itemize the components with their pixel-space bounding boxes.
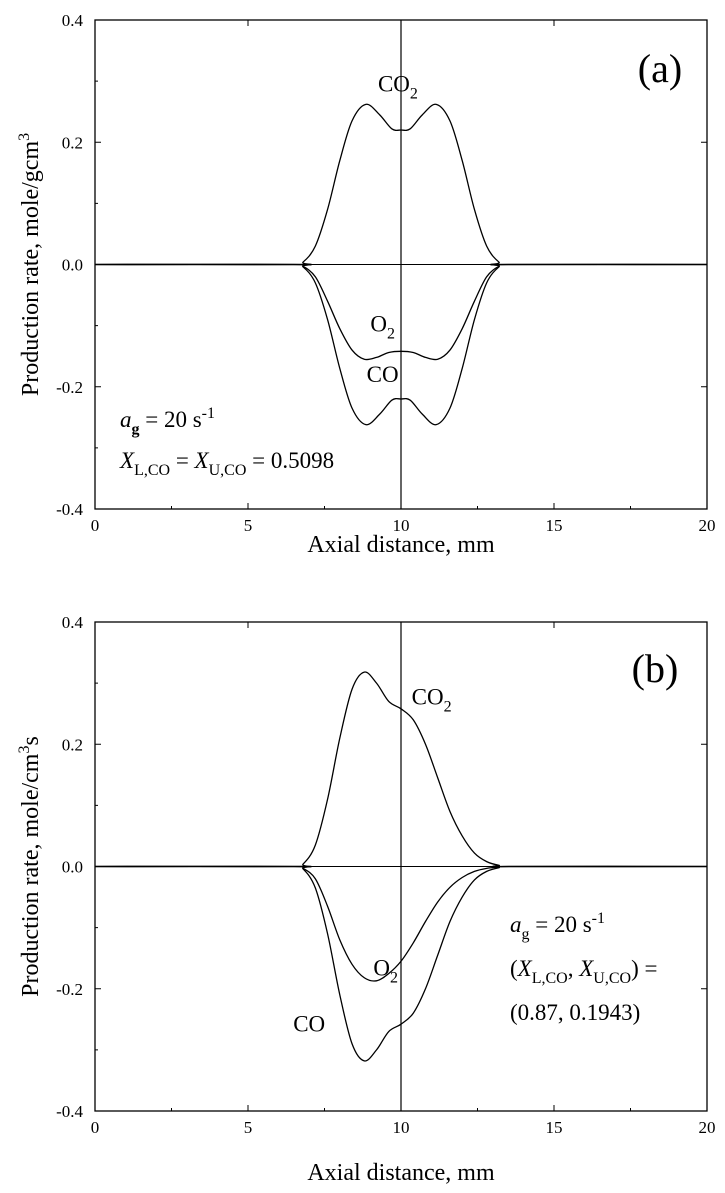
curve-label-sub: 2 [387,326,395,343]
annotation-line: XL,CO = XU,CO = 0.5098 [119,448,334,479]
curve-label-base: CO [378,72,410,97]
y-axis-title-text: Production rate, mole/gcm [18,141,44,397]
x-tick-label: 20 [699,1118,716,1137]
x-tick-label: 0 [91,1118,100,1137]
curve-label: O2 [373,955,398,986]
curve-label: O2 [370,312,395,343]
annotation-part: ( [510,956,518,981]
series-line-co [94,865,708,1062]
annotation-line: (0.87, 0.1943) [510,1000,640,1025]
curve-label-base: CO [412,685,444,710]
series-line-o2 [94,263,708,361]
y-tick-label: 0.0 [62,858,83,877]
annotation-part: U,CO [209,462,247,479]
annotation-part: X [578,956,594,981]
curve-label-base: CO [367,362,399,387]
curve-label-base: CO [293,1012,325,1037]
curve-label-base: O [373,955,390,980]
y-axis-title-sup: 3 [16,746,33,754]
annotation-line: (XL,CO, XU,CO) = [510,956,657,987]
annotation-part: a [120,407,132,432]
series-line-co2 [94,103,708,266]
annotation-part: -1 [202,405,215,422]
panel-a-chart: 0 5 10 15 20 -0.4 -0.2 0.0 0.2 0.4 Axial distance,… [16,11,716,558]
y-tick-label: -0.4 [56,500,83,519]
y-tick-label: -0.2 [56,980,83,999]
annotation-line: ag = 20 s-1 [120,405,215,438]
y-axis-title-sup: 3 [16,133,33,141]
curve-label-sub: 2 [444,699,452,716]
panel-b-chart: 0 5 10 15 20 -0.4 -0.2 0.0 0.2 0.4 Axial distance,… [16,613,716,1186]
x-axis-title: Axial distance, mm [307,532,495,558]
annotation-part: = 20 s [140,407,202,432]
annotation-part: X [194,448,210,473]
y-tick-label: 0.0 [62,256,83,275]
series-line-co2 [94,671,708,868]
curve-label: CO2 [378,72,418,103]
panel-label: (b) [632,646,679,691]
x-tick-label: 0 [91,516,100,535]
series-line-co [94,263,708,426]
annotation-part: (0.87, 0.1943) [510,1000,640,1025]
annotation-part: g [132,421,140,438]
annotation-part: ) = [631,956,657,981]
x-axis-title: Axial distance, mm [307,1160,495,1186]
x-tick-label: 5 [244,1118,253,1137]
annotation-part: L,CO [134,462,170,479]
annotation-part: = [170,448,194,473]
x-tick-label: 15 [546,1118,563,1137]
curve-label: CO [293,1012,325,1037]
y-tick-label: 0.2 [62,735,83,754]
annotation-part: U,CO [593,970,631,987]
curve-label-base: O [370,312,387,337]
series-line-o2 [94,865,708,982]
panel-label: (a) [638,46,682,91]
annotation-part: -1 [592,910,605,927]
annotation-part: g [522,926,530,943]
annotation-part: , [568,956,580,981]
x-tick-label: 15 [546,516,563,535]
curve-label: CO2 [412,685,452,716]
annotation-part: a [510,912,522,937]
curve-label-sub: 2 [390,969,398,986]
y-tick-label: -0.4 [56,1102,83,1121]
y-tick-label: 0.2 [62,133,83,152]
y-axis-title-tail: s [18,736,44,745]
annotation-line: ag = 20 s-1 [510,910,605,943]
y-axis-title-text: Production rate, mole/cm [18,753,44,997]
x-tick-label: 10 [393,1118,410,1137]
curve-label-sub: 2 [410,86,418,103]
x-tick-label: 10 [393,516,410,535]
annotation-part: X [517,956,533,981]
y-axis-title: Production rate, mole/cm3s [16,736,44,997]
x-tick-label: 5 [244,516,253,535]
annotation-part: X [119,448,135,473]
y-tick-label: 0.4 [62,11,84,30]
annotation-part: = 0.5098 [246,448,334,473]
x-tick-label: 20 [699,516,716,535]
y-axis-title: Production rate, mole/gcm3 [16,133,44,396]
y-tick-label: -0.2 [56,378,83,397]
curve-label: CO [367,362,399,387]
annotation-part: L,CO [532,970,568,987]
y-tick-label: 0.4 [62,613,84,632]
annotation-part: = 20 s [530,912,592,937]
